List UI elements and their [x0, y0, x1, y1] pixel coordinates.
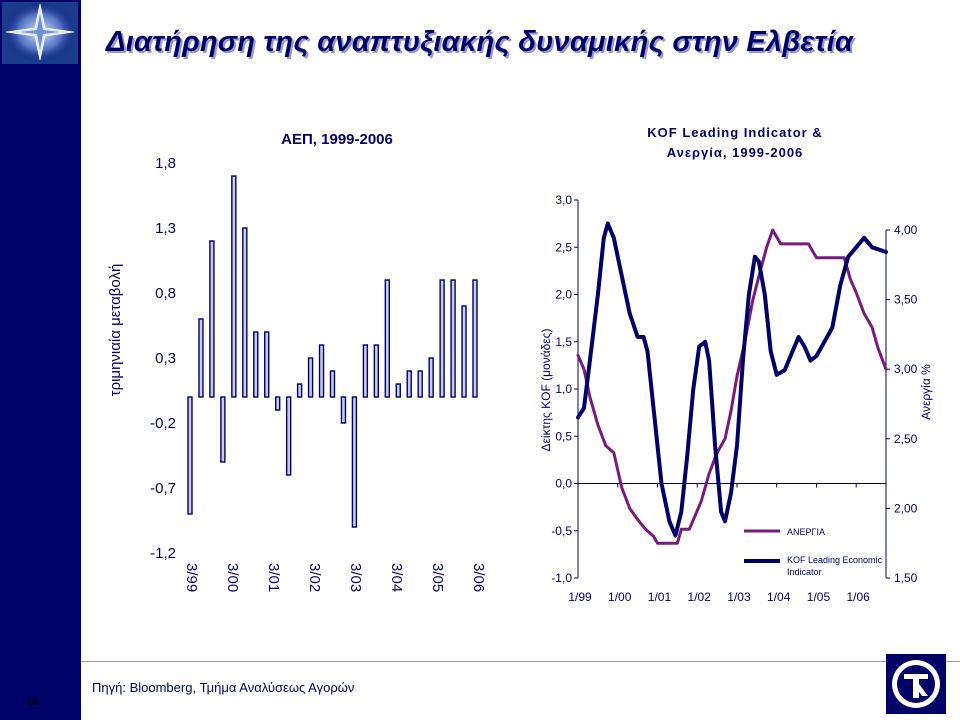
unemployment-y-axis-label: Ανεργία %	[919, 364, 933, 420]
gdp-x-tick-label: 3/00	[224, 563, 241, 592]
gdp-bar	[220, 396, 226, 463]
gdp-y-tick-label: -1,2	[150, 545, 176, 562]
kof-y-tick-label: 0,5	[555, 429, 572, 443]
unemployment-y-tick-label: 4,00	[894, 223, 918, 237]
kof-x-tick-label: 1/06	[847, 590, 871, 604]
gdp-y-axis-label: τριμηνιαία μεταβολή	[107, 264, 124, 397]
gdp-bar	[428, 357, 434, 398]
kof-lines	[576, 221, 888, 545]
gdp-bar	[450, 279, 456, 398]
gdp-x-tick-label: 3/05	[429, 563, 446, 592]
kof-y-tick-label: 2,0	[555, 288, 572, 302]
legend-unemployment-label: ΑΝΕΡΓΙΑ	[787, 527, 825, 537]
gdp-bar	[472, 279, 478, 398]
gdp-bar	[285, 396, 292, 476]
gdp-bar	[296, 383, 303, 398]
gdp-x-tick-label: 3/03	[347, 563, 364, 592]
unemployment-y-tick-label: 2,50	[894, 432, 918, 446]
kof-axes: 3,0 2,5 2,0 1,5 1,0 0,5 0,0 -0,5 -1,0 4,00 3,50 3,0…	[551, 193, 917, 604]
gdp-x-tick-label: 3/06	[470, 563, 487, 592]
legend-kof-label-line-1: KOF Leading Economic	[787, 555, 883, 565]
kof-x-tick-label: 1/03	[727, 590, 751, 604]
gdp-bar-chart: ΑΕΠ, 1999-2006 τριμηνιαία μεταβολή 1,81,…	[107, 131, 487, 592]
kof-y-tick-label: 1,5	[555, 335, 572, 349]
gdp-bar	[187, 396, 193, 515]
kof-chart-title-line-2: Ανεργία, 1999-2006	[667, 145, 804, 160]
gdp-bars	[187, 175, 478, 528]
kof-y-tick-label: -1,0	[551, 571, 572, 585]
kof-y-tick-label: 1,0	[555, 382, 572, 396]
gdp-y-tick-label: 1,8	[155, 155, 176, 172]
gdp-y-ticks: 1,8 1,3 0,8 0,3 -0,2 -0,7 -1,2	[150, 155, 176, 562]
kof-x-tick-label: 1/04	[767, 590, 791, 604]
gdp-bar	[439, 279, 445, 398]
gdp-y-tick-label: -0,2	[150, 415, 176, 432]
gdp-bar	[209, 240, 215, 398]
gdp-bar	[231, 175, 237, 398]
gdp-bar	[373, 344, 380, 398]
gdp-bar	[253, 331, 259, 398]
kof-y-tick-label: 0,0	[555, 477, 572, 491]
unemployment-y-tick-label: 2,00	[894, 501, 918, 515]
slide-title-text: Διατήρηση της αναπτυξιακής δυναμικής στη…	[106, 26, 854, 58]
gdp-bar	[461, 305, 467, 398]
kof-x-tick-label: 1/02	[688, 590, 712, 604]
compass-star-logo	[2, 2, 78, 64]
unemployment-y-tick-label: 1,50	[894, 571, 918, 585]
slide-title-shadow: Διατήρηση της αναπτυξιακής δυναμικής στη…	[108, 28, 856, 60]
unemployment-y-tick-label: 3,00	[894, 362, 918, 376]
kof-chart-title-line-1: KOF Leading Indicator &	[647, 125, 822, 140]
gdp-y-tick-label: 1,3	[155, 220, 176, 237]
kof-x-tick-label: 1/99	[568, 590, 592, 604]
kof-indicator-line	[576, 221, 888, 538]
gdp-bar	[406, 370, 412, 398]
source-note: Πηγή: Bloomberg, Τμήμα Αναλύσεως Αγορών	[92, 680, 355, 695]
gdp-y-tick-label: 0,3	[155, 350, 176, 367]
gdp-bar	[329, 370, 336, 398]
kof-y-tick-label: 2,5	[555, 240, 572, 254]
kof-y-tick-label: 3,0	[555, 193, 572, 207]
kof-legend: ΑΝΕΡΓΙΑ KOF Leading Economic Indicator	[744, 527, 883, 577]
kof-x-tick-label: 1/00	[608, 590, 632, 604]
gdp-chart-title: ΑΕΠ, 1999-2006	[281, 131, 393, 148]
kof-chart-title: KOF Leading Indicator & Ανεργία, 1999-200…	[647, 125, 822, 160]
gdp-bar	[384, 279, 391, 398]
gdp-bar	[351, 396, 358, 528]
footer-divider	[81, 661, 960, 662]
gdp-bar	[264, 331, 270, 398]
sidebar	[0, 0, 81, 720]
kof-y-tick-label: -0,5	[551, 524, 572, 538]
gdp-y-tick-label: -0,7	[150, 480, 176, 497]
gdp-x-ticks: 3/99 3/00 3/01 3/02 3/03 3/04 3/05 3/06	[183, 563, 487, 592]
gdp-bar	[274, 396, 281, 411]
page-number: 16	[26, 694, 38, 708]
legend-kof-label-line-2: Indicator	[787, 567, 822, 577]
gdp-bar	[362, 344, 369, 398]
gdp-bar	[242, 227, 248, 398]
gdp-y-tick-label: 0,8	[155, 285, 176, 302]
bank-logo	[886, 654, 946, 714]
gdp-bar	[417, 370, 423, 398]
kof-line-chart: KOF Leading Indicator & Ανεργία, 1999-200…	[539, 125, 933, 604]
kof-x-tick-label: 1/05	[807, 590, 831, 604]
gdp-bar	[340, 396, 347, 424]
gdp-bar	[395, 383, 401, 398]
gdp-bar	[307, 357, 314, 398]
kof-x-tick-label: 1/01	[648, 590, 672, 604]
gdp-x-tick-label: 3/99	[183, 563, 200, 592]
gdp-bar	[198, 318, 204, 398]
unemployment-y-tick-label: 3,50	[894, 293, 918, 307]
unemployment-line	[576, 228, 888, 545]
gdp-x-tick-label: 3/02	[306, 563, 323, 592]
kof-y-axis-label: Δείκτης KOF (μονάδες)	[539, 329, 553, 452]
gdp-x-tick-label: 3/04	[388, 563, 405, 592]
gdp-bar	[318, 344, 325, 398]
slide-title: Διατήρηση της αναπτυξιακής δυναμικής στη…	[106, 26, 856, 60]
gdp-x-tick-label: 3/01	[265, 563, 282, 592]
